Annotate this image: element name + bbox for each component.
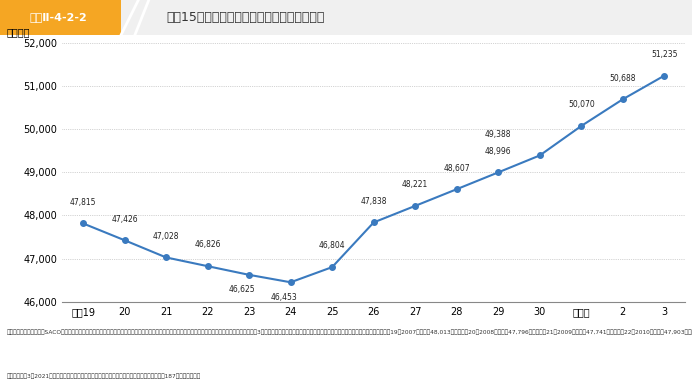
Text: 46,804: 46,804 <box>319 241 345 250</box>
Text: 46,625: 46,625 <box>229 285 255 294</box>
Text: 51,235: 51,235 <box>651 50 677 59</box>
FancyBboxPatch shape <box>0 0 121 35</box>
Text: 49,388: 49,388 <box>485 130 511 139</box>
Text: 過去15年間の防衛関係費（当初予算）の推移: 過去15年間の防衛関係費（当初予算）の推移 <box>166 11 325 24</box>
Text: 46,453: 46,453 <box>271 293 297 302</box>
Text: 47,028: 47,028 <box>153 232 179 241</box>
Text: 50,688: 50,688 <box>610 74 636 82</box>
Text: 47,815: 47,815 <box>70 198 96 207</box>
Text: 47,426: 47,426 <box>111 214 138 224</box>
FancyBboxPatch shape <box>121 0 692 35</box>
Text: 48,607: 48,607 <box>444 164 470 173</box>
Text: 50,070: 50,070 <box>568 100 594 109</box>
Text: 47,838: 47,838 <box>361 197 387 206</box>
Text: 48,221: 48,221 <box>402 180 428 189</box>
Text: 図表Ⅱ-4-2-2: 図表Ⅱ-4-2-2 <box>30 12 88 22</box>
Text: （注２）令和3（2021）年度予算額には、内閣官房及びデジタル庁（仮称）に振り替える経費（187億円）を含む。: （注２）令和3（2021）年度予算額には、内閣官房及びデジタル庁（仮称）に振り替… <box>7 373 201 378</box>
Text: 46,826: 46,826 <box>194 240 221 250</box>
Text: 48,996: 48,996 <box>485 147 511 156</box>
Text: （注１）上記の計数は、SACO関係経費、米軍再編関係経費のうち地元負担軽減分、新たな政府専用機導入に伴う経費及び防災・減災、国土強靭化のための3か年緊急対策にか: （注１）上記の計数は、SACO関係経費、米軍再編関係経費のうち地元負担軽減分、新… <box>7 329 692 334</box>
Y-axis label: （億円）: （億円） <box>7 27 30 38</box>
